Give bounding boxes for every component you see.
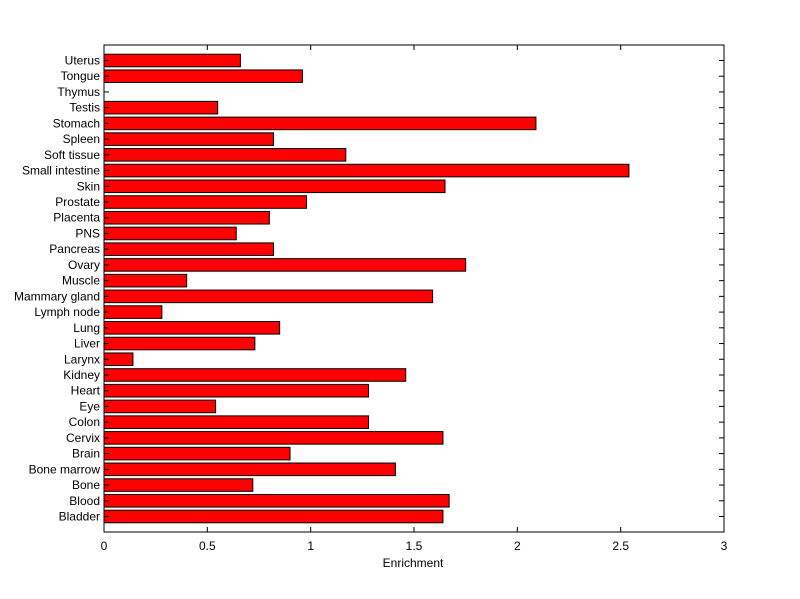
bar-brain bbox=[103, 446, 291, 461]
bar-uterus bbox=[103, 53, 241, 68]
x-tick-label: 2 bbox=[514, 539, 521, 553]
y-tick-label: Brain bbox=[72, 447, 100, 461]
bar-bone-marrow bbox=[103, 462, 396, 477]
bar-liver bbox=[103, 336, 256, 351]
bar-lung bbox=[103, 321, 281, 335]
x-tick-label: 0 bbox=[101, 539, 108, 553]
y-tick-label: Mammary gland bbox=[14, 289, 100, 303]
bar-spleen bbox=[103, 132, 274, 146]
y-tick-label: Lung bbox=[73, 321, 100, 335]
y-tick-label: Heart bbox=[71, 384, 101, 398]
y-tick-label: Cervix bbox=[66, 431, 100, 445]
y-tick-label: Bone marrow bbox=[29, 462, 101, 476]
bar-bone bbox=[103, 478, 254, 492]
y-tick-label: Liver bbox=[74, 337, 100, 351]
y-tick-label: PNS bbox=[75, 226, 100, 240]
y-tick-label: Pancreas bbox=[49, 242, 100, 256]
bar-mammary-gland bbox=[103, 289, 434, 304]
x-tick-label: 2.5 bbox=[612, 539, 629, 553]
y-tick-label: Stomach bbox=[53, 116, 100, 130]
y-tick-label: Small intestine bbox=[22, 164, 100, 178]
bar-skin bbox=[103, 179, 446, 194]
bar-tongue bbox=[103, 69, 303, 84]
bar-muscle bbox=[103, 273, 188, 288]
y-tick-label: Tongue bbox=[61, 69, 101, 83]
y-tick-label: Larynx bbox=[64, 352, 100, 366]
x-ticks-group: 0 0.5 1 1.5 2 2.5 3 bbox=[101, 45, 728, 553]
bar-ovary bbox=[103, 258, 467, 272]
bar-placenta bbox=[103, 210, 270, 225]
y-tick-label: Testis bbox=[69, 101, 100, 115]
y-tick-label: Ovary bbox=[68, 258, 100, 272]
y-tick-label: Placenta bbox=[53, 211, 100, 225]
bar-small-intestine bbox=[103, 163, 630, 178]
y-tick-label: Soft tissue bbox=[44, 148, 100, 162]
bar-soft-tissue bbox=[103, 148, 347, 162]
x-tick-label: 3 bbox=[721, 539, 728, 553]
bar-colon bbox=[103, 415, 370, 429]
y-tick-label: Blood bbox=[69, 494, 100, 508]
y-tick-label: Spleen bbox=[63, 132, 100, 146]
bar-kidney bbox=[103, 368, 407, 382]
bar-testis bbox=[103, 100, 219, 115]
y-tick-label: Bladder bbox=[59, 510, 100, 524]
y-tick-label: Prostate bbox=[55, 195, 100, 209]
bar-eye bbox=[103, 399, 217, 414]
y-tick-label: Uterus bbox=[65, 54, 100, 68]
bar-prostate bbox=[103, 195, 308, 209]
bar-pancreas bbox=[103, 242, 274, 256]
y-tick-label: Colon bbox=[69, 415, 100, 429]
x-axis-label: Enrichment bbox=[383, 556, 444, 570]
x-tick-label: 0.5 bbox=[199, 539, 216, 553]
bar-blood bbox=[103, 493, 450, 508]
y-tick-label: Thymus bbox=[57, 85, 100, 99]
y-tick-label: Kidney bbox=[63, 368, 100, 382]
bar-pns bbox=[103, 226, 237, 241]
y-tick-label: Eye bbox=[79, 399, 100, 413]
y-tick-label: Skin bbox=[77, 179, 100, 193]
y-tick-label: Muscle bbox=[62, 274, 100, 288]
bars-group bbox=[103, 53, 630, 524]
x-tick-label: 1.5 bbox=[406, 539, 423, 553]
bar-heart bbox=[103, 383, 370, 398]
bar-cervix bbox=[103, 431, 444, 445]
x-tick-label: 1 bbox=[307, 539, 314, 553]
y-tick-label: Lymph node bbox=[34, 305, 100, 319]
bar-lymph-node bbox=[103, 305, 163, 319]
y-tick-label: Bone bbox=[72, 478, 100, 492]
bar-bladder bbox=[103, 509, 444, 524]
bar-stomach bbox=[103, 116, 537, 131]
